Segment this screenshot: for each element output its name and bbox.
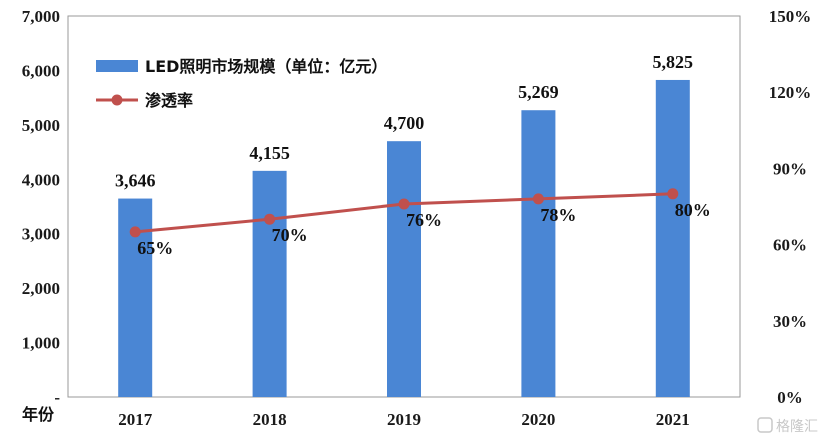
right-tick-label: 150% [769,7,812,26]
x-tick-label: 2017 [118,410,153,429]
watermark-text: 格隆汇 [776,419,818,435]
line-point-2020 [532,193,544,205]
bar-value-label: 3,646 [115,171,156,191]
line-point-2017 [129,226,141,238]
legend-line-marker [111,94,123,106]
bar-value-label: 4,155 [249,143,290,163]
bar-2018 [252,170,287,397]
left-tick-label: 1,000 [22,334,60,353]
legend-bar-label: LED照明市场规模（单位：亿元） [145,57,387,76]
x-tick-label: 2018 [253,410,287,429]
line-value-label: 80% [675,200,711,220]
x-tick-label: 2019 [387,410,421,429]
x-tick-label: 2020 [521,410,555,429]
right-tick-label: 30% [773,312,807,331]
bar-series: 3,646 4,155 4,700 5,269 5,825 [115,52,694,398]
legend-line-label: 渗透率 [145,91,193,110]
left-tick-label: 6,000 [22,61,60,80]
line-value-label: 78% [540,205,576,225]
x-axis-title: 年份 [22,405,55,424]
right-tick-label: 90% [773,159,807,178]
left-tick-label: - [54,388,60,407]
left-tick-label: 2,000 [22,279,60,298]
left-tick-label: 4,000 [22,170,60,189]
bar-2020 [521,110,556,398]
x-axis: 2017 2018 2019 2020 2021 [118,410,690,429]
bar-2019 [387,141,421,397]
right-tick-label: 60% [773,236,807,255]
bar-value-label: 5,269 [518,82,559,102]
right-axis: 150% 120% 90% 60% 30% 0% [769,7,812,407]
line-point-2021 [667,188,679,200]
line-series: 65% 70% 76% 78% 80% [129,188,711,258]
left-axis: 7,000 6,000 5,000 4,000 3,000 2,000 1,000 - [22,7,61,407]
x-tick-label: 2021 [656,410,690,429]
bar-2021 [655,79,690,397]
legend: LED照明市场规模（单位：亿元） 渗透率 [96,57,387,110]
left-tick-label: 5,000 [22,116,60,135]
watermark: 格隆汇 [757,417,818,435]
line-value-label: 70% [272,225,308,245]
watermark-icon [757,417,773,433]
right-tick-label: 120% [769,83,812,102]
left-tick-label: 7,000 [22,7,60,26]
line-point-2018 [264,213,276,225]
right-tick-label: 0% [777,388,803,407]
line-value-label: 65% [137,238,173,258]
line-point-2019 [398,198,410,210]
bar-value-label: 5,825 [653,52,694,72]
line-value-label: 76% [406,210,442,230]
bar-value-label: 4,700 [384,113,425,133]
legend-bar-swatch [96,60,138,72]
left-tick-label: 3,000 [22,225,60,244]
